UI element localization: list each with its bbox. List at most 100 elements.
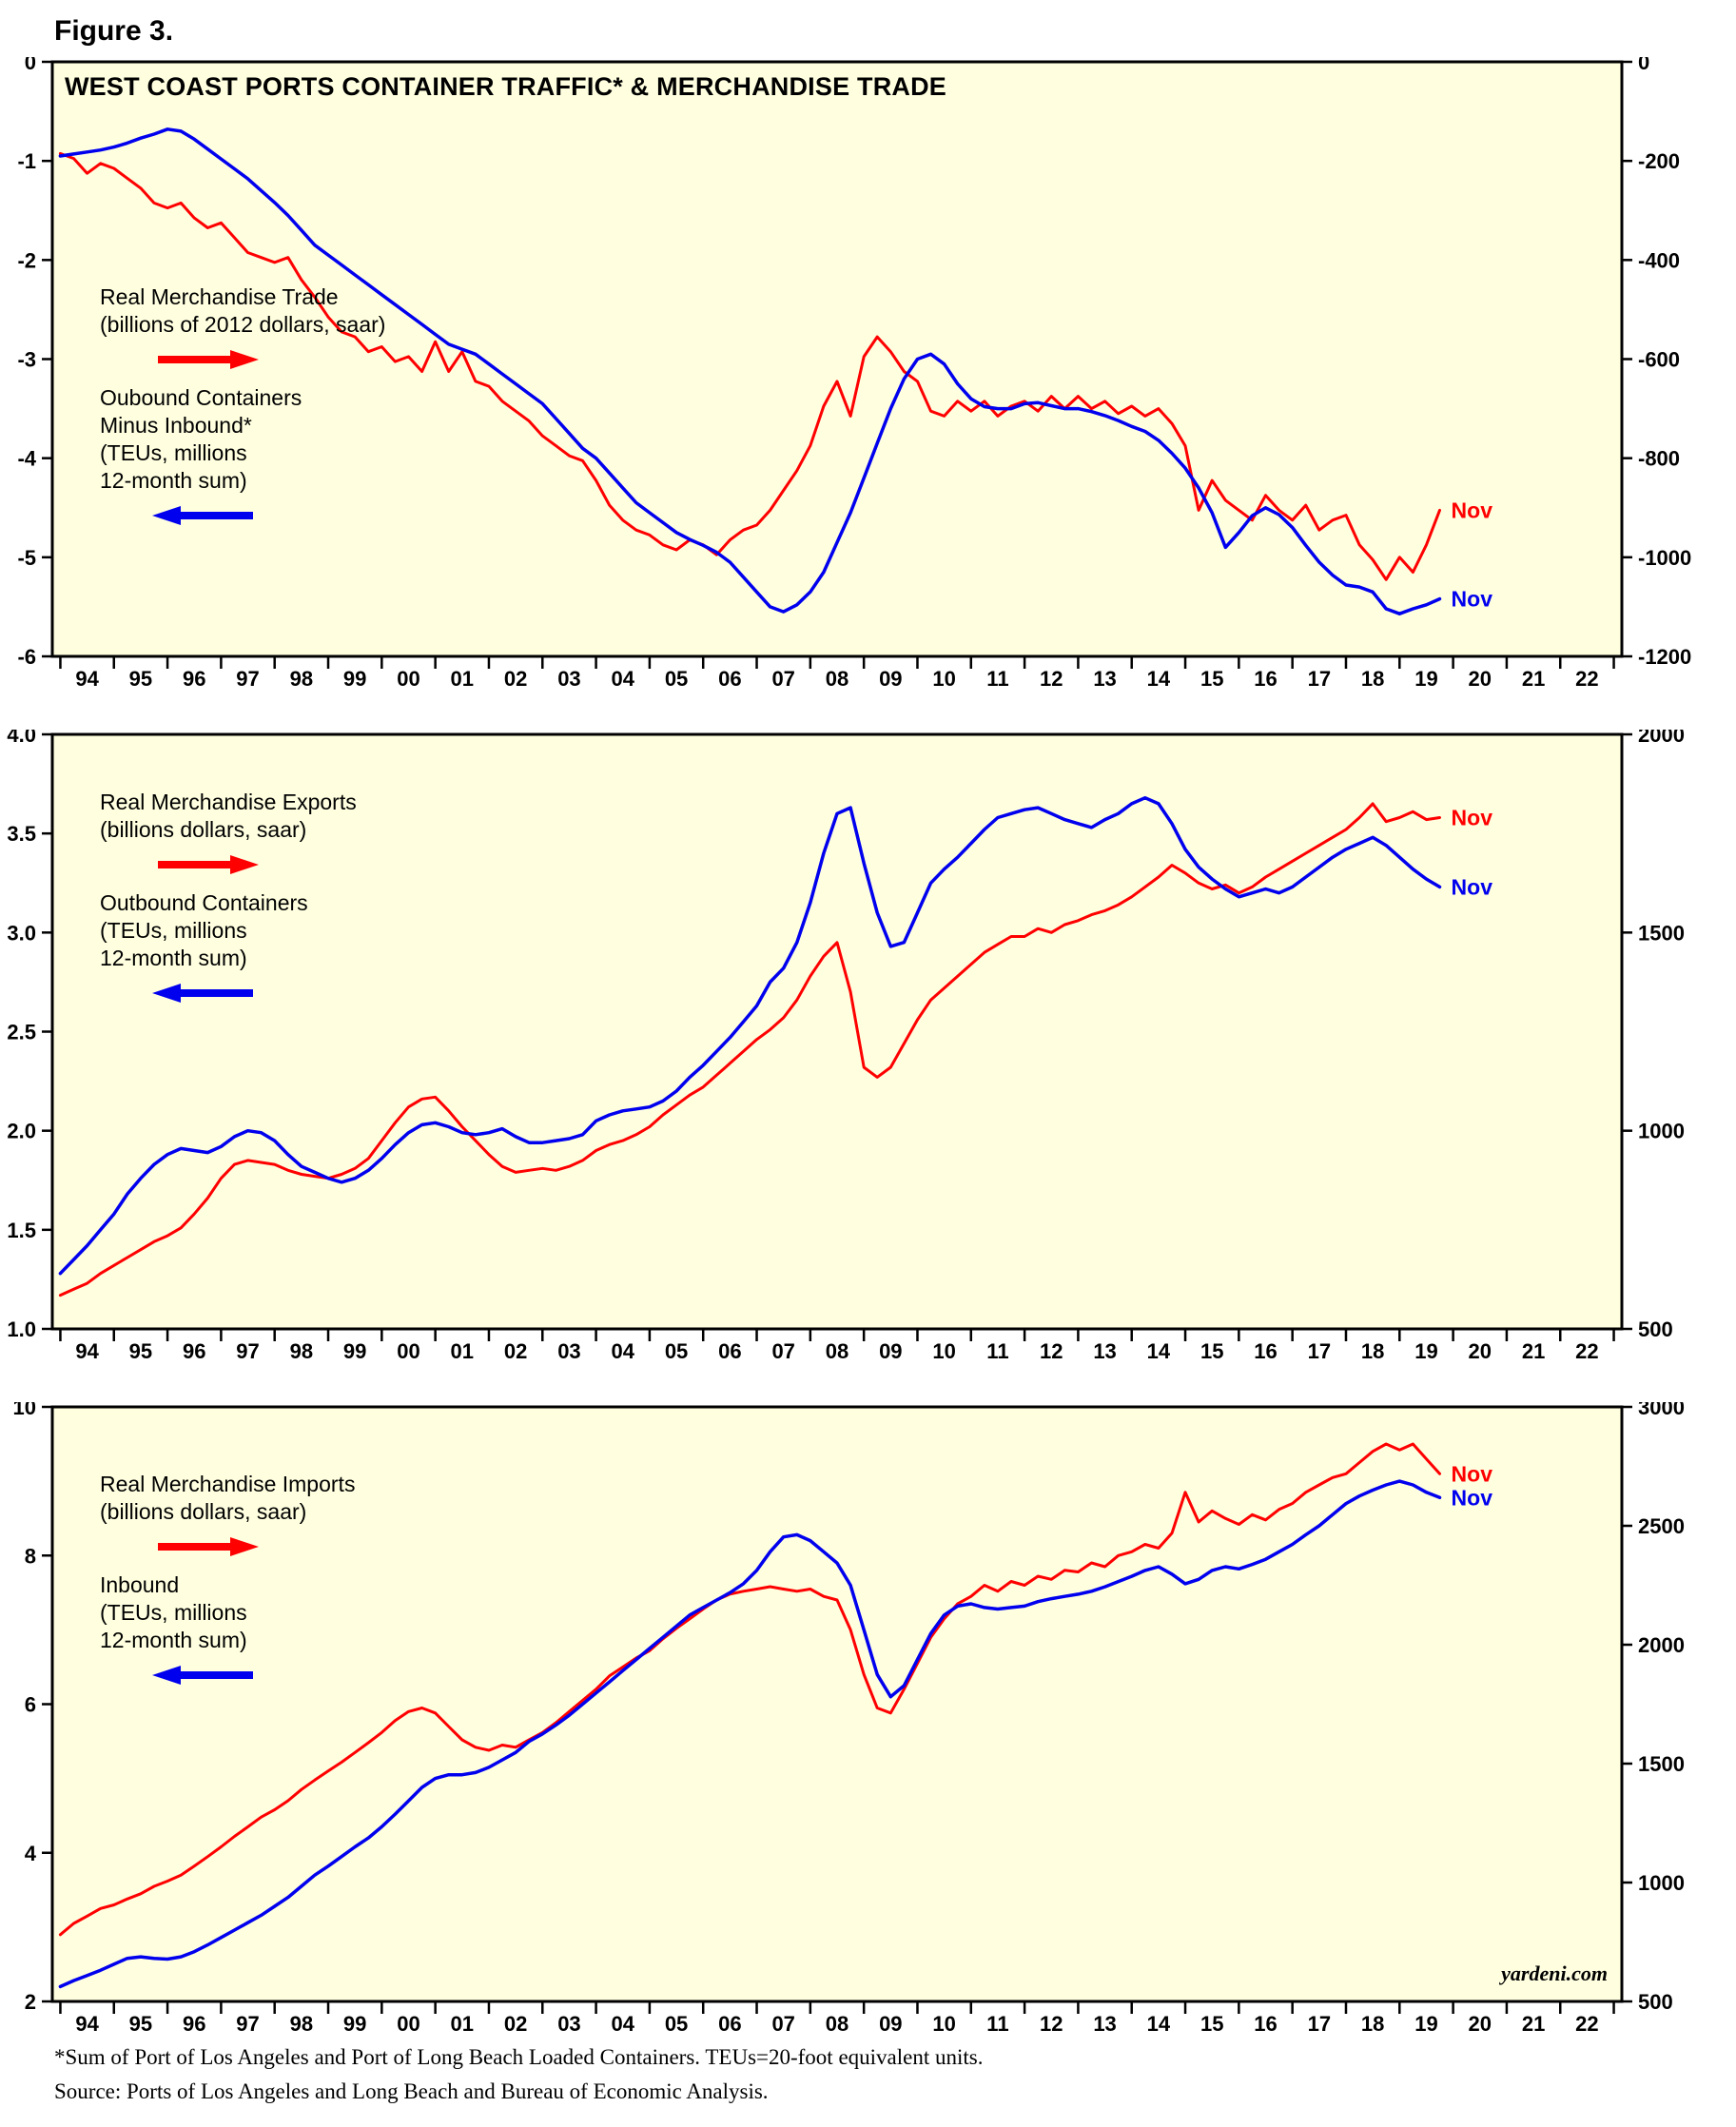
svg-text:02: 02 [504, 2012, 527, 2035]
svg-text:99: 99 [343, 1339, 366, 1362]
svg-text:10: 10 [932, 667, 955, 690]
svg-text:6: 6 [25, 1693, 36, 1717]
svg-text:-6: -6 [17, 645, 36, 669]
svg-text:18: 18 [1361, 1339, 1384, 1362]
svg-text:-1: -1 [17, 149, 36, 173]
blue-left-arrow-icon [152, 1666, 253, 1685]
svg-text:1500: 1500 [1638, 921, 1685, 945]
svg-text:-1200: -1200 [1638, 645, 1691, 669]
svg-text:-200: -200 [1638, 149, 1680, 173]
svg-text:09: 09 [879, 1339, 902, 1362]
svg-text:97: 97 [236, 1339, 259, 1362]
svg-text:Nov: Nov [1452, 1461, 1493, 1486]
svg-text:99: 99 [343, 2012, 366, 2035]
footnotes: *Sum of Port of Los Angeles and Port of … [54, 2040, 1736, 2108]
svg-text:3.5: 3.5 [7, 822, 36, 846]
svg-text:97: 97 [236, 667, 259, 690]
svg-text:8: 8 [25, 1544, 36, 1568]
svg-text:17: 17 [1308, 2012, 1331, 2035]
svg-text:08: 08 [826, 1339, 848, 1362]
svg-text:98: 98 [290, 2012, 313, 2035]
svg-text:96: 96 [183, 2012, 205, 2035]
red-right-arrow-icon [158, 350, 259, 369]
svg-text:2000: 2000 [1638, 1633, 1685, 1657]
svg-text:19: 19 [1414, 667, 1437, 690]
svg-text:2.0: 2.0 [7, 1120, 36, 1143]
legend-outbound-containers-label: Outbound Containers (TEUs, millions 12-m… [100, 890, 308, 970]
svg-text:97: 97 [236, 2012, 259, 2035]
svg-text:07: 07 [771, 667, 794, 690]
legend-container-balance-label: Oubound Containers Minus Inbound* (TEUs,… [100, 385, 302, 493]
svg-text:17: 17 [1308, 667, 1331, 690]
svg-text:16: 16 [1254, 2012, 1277, 2035]
blue-left-arrow-icon [152, 506, 253, 525]
svg-text:Nov: Nov [1452, 587, 1493, 612]
svg-text:94: 94 [75, 667, 99, 690]
svg-text:00: 00 [397, 1339, 419, 1362]
svg-text:-3: -3 [17, 348, 36, 372]
svg-text:07: 07 [771, 2012, 794, 2035]
svg-text:94: 94 [75, 2012, 99, 2035]
svg-text:94: 94 [75, 1339, 99, 1362]
svg-text:10: 10 [932, 1339, 955, 1362]
svg-text:2.5: 2.5 [7, 1021, 36, 1044]
svg-text:1500: 1500 [1638, 1752, 1685, 1776]
svg-text:Nov: Nov [1452, 806, 1493, 830]
svg-text:13: 13 [1093, 1339, 1116, 1362]
red-right-arrow-icon [158, 855, 259, 874]
footnote-source: Source: Ports of Los Angeles and Long Be… [54, 2078, 769, 2103]
svg-text:-2: -2 [17, 248, 36, 272]
svg-text:09: 09 [879, 2012, 902, 2035]
svg-text:18: 18 [1361, 667, 1384, 690]
svg-text:08: 08 [826, 667, 848, 690]
svg-text:1.5: 1.5 [7, 1219, 36, 1242]
svg-text:2500: 2500 [1638, 1514, 1685, 1538]
svg-text:20: 20 [1469, 667, 1492, 690]
chart-title: WEST COAST PORTS CONTAINER TRAFFIC* & ME… [65, 72, 946, 101]
svg-text:14: 14 [1147, 1339, 1171, 1362]
svg-text:95: 95 [129, 2012, 152, 2035]
svg-text:21: 21 [1522, 667, 1545, 690]
svg-text:12: 12 [1040, 2012, 1063, 2035]
svg-text:15: 15 [1200, 667, 1223, 690]
svg-text:16: 16 [1254, 667, 1277, 690]
svg-text:13: 13 [1093, 2012, 1116, 2035]
svg-text:2000: 2000 [1638, 730, 1685, 747]
svg-text:17: 17 [1308, 1339, 1331, 1362]
svg-text:-800: -800 [1638, 447, 1680, 471]
yardeni-branding: yardeni.com [1501, 1961, 1608, 1985]
svg-text:-5: -5 [17, 546, 36, 570]
svg-text:14: 14 [1147, 667, 1171, 690]
svg-text:4.0: 4.0 [7, 730, 36, 747]
svg-text:Nov: Nov [1452, 1485, 1493, 1510]
svg-text:2: 2 [25, 1990, 36, 2014]
svg-text:98: 98 [290, 1339, 313, 1362]
svg-text:15: 15 [1200, 2012, 1223, 2035]
chart-exports: 4.0 3.5 3.0 2.5 2.0 1.5 1.0 2000 1500 1000 500 94 95… [0, 730, 1736, 1362]
svg-text:03: 03 [557, 2012, 580, 2035]
legend-chart-2: Real Merchandise Exports (billions dolla… [100, 789, 357, 1018]
legend-chart-3: Real Merchandise Imports (billions dolla… [100, 1471, 355, 1700]
svg-text:11: 11 [986, 2012, 1008, 2035]
svg-text:06: 06 [718, 1339, 741, 1362]
svg-text:05: 05 [665, 1339, 688, 1362]
svg-text:01: 01 [451, 667, 474, 690]
svg-text:500: 500 [1638, 1317, 1673, 1341]
svg-text:13: 13 [1093, 667, 1116, 690]
svg-text:3000: 3000 [1638, 1402, 1685, 1419]
svg-text:99: 99 [343, 667, 366, 690]
svg-text:05: 05 [665, 2012, 688, 2035]
footnote-definition: *Sum of Port of Los Angeles and Port of … [54, 2045, 984, 2069]
svg-text:07: 07 [771, 1339, 794, 1362]
svg-text:01: 01 [451, 2012, 474, 2035]
svg-text:10: 10 [932, 2012, 955, 2035]
svg-text:19: 19 [1414, 1339, 1437, 1362]
svg-text:0: 0 [25, 57, 36, 74]
svg-text:04: 04 [612, 1339, 635, 1362]
svg-text:02: 02 [504, 1339, 527, 1362]
svg-text:21: 21 [1522, 1339, 1545, 1362]
chart-trade-balance-plot: 0 -1 -2 -3 -4 -5 -6 0 -200 -400 -600 -800 -1000 -1200… [17, 57, 1691, 690]
chart-imports: 10 8 6 4 2 3000 2500 2000 1500 1000 500 94 95 96 97 98 9… [0, 1402, 1736, 2035]
legend-merchandise-imports-label: Real Merchandise Imports (billions dolla… [100, 1472, 356, 1524]
